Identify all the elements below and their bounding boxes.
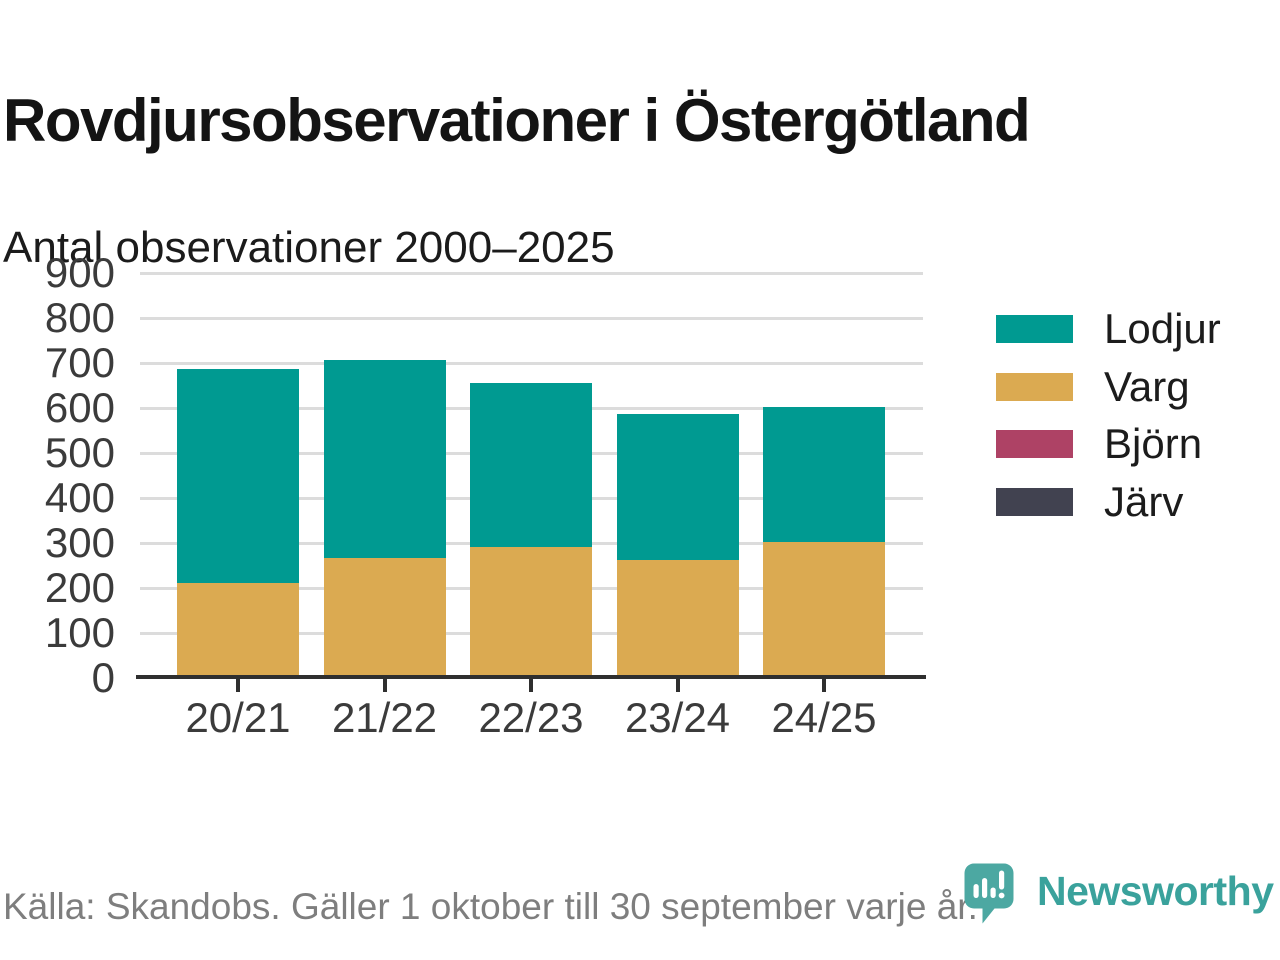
legend-swatch-varg [996, 372, 1073, 401]
legend-swatch-bj-rn [996, 430, 1073, 459]
newsworthy-speech-bubble-icon [964, 863, 1014, 924]
bar-20-21 [177, 369, 299, 675]
y-axis-tick-label: 100 [44, 609, 115, 656]
bar-24-25 [763, 407, 885, 675]
source-note: Källa: Skandobs. Gäller 1 oktober till 3… [3, 886, 978, 927]
x-axis-tick-label-24-25: 24/25 [771, 694, 877, 741]
y-axis-tick-label: 200 [44, 564, 115, 611]
y-axis-tick-label: 800 [44, 294, 115, 341]
legend-swatch-lodjur [996, 315, 1073, 343]
bar-segment-lodjur-24-25 [763, 407, 885, 542]
legend-item-j-rv: Järv [996, 481, 1183, 523]
gridline-900 [140, 271, 923, 275]
bar-segment-lodjur-20-21 [177, 369, 299, 583]
chart-subtitle: Antal observationer 2000–2025 [3, 222, 615, 272]
x-axis-tick [529, 679, 533, 692]
y-axis-tick-label: 500 [44, 429, 115, 476]
bar-segment-varg-23-24 [616, 560, 739, 675]
y-axis-tick-label: 0 [91, 654, 115, 701]
y-axis-tick-label: 400 [44, 474, 115, 521]
bar-segment-lodjur-21-22 [323, 360, 446, 558]
bar-segment-lodjur-22-23 [470, 383, 592, 547]
y-axis-tick-label: 600 [44, 384, 115, 431]
bar-segment-varg-24-25 [763, 542, 885, 675]
legend-label-varg: Varg [1104, 362, 1190, 410]
gridline-700 [140, 361, 923, 365]
legend-label-lodjur: Lodjur [1104, 305, 1221, 352]
bar-segment-varg-22-23 [470, 547, 592, 675]
legend-swatch-j-rv [996, 488, 1073, 517]
bar-segment-varg-20-21 [177, 583, 299, 675]
bar-22-23 [470, 383, 592, 675]
x-axis-tick [236, 679, 240, 692]
legend-item-lodjur: Lodjur [996, 308, 1221, 350]
y-axis-tick-label: 300 [44, 519, 115, 566]
gridline-800 [140, 316, 923, 320]
brand-logo: Newsworthy [963, 862, 1274, 926]
bar-segment-lodjur-23-24 [616, 414, 739, 560]
bar-21-22 [323, 360, 446, 675]
brand-wordmark: Newsworthy [1037, 868, 1274, 914]
x-axis-tick-label-21-22: 21/22 [331, 694, 438, 741]
legend-label-j-rv: Järv [1104, 478, 1184, 526]
x-axis-line [136, 675, 926, 679]
legend-label-bj-rn: Björn [1104, 420, 1203, 468]
x-axis-tick [675, 679, 680, 692]
chart-title: Rovdjursobservationer i Östergötland [3, 87, 1031, 155]
x-axis-tick-label-23-24: 23/24 [624, 694, 731, 741]
bar-23-24 [616, 414, 739, 675]
x-axis-tick [822, 679, 826, 692]
x-axis-tick-label-22-23: 22/23 [478, 694, 584, 741]
bar-segment-varg-21-22 [323, 558, 446, 675]
y-axis-tick-label: 900 [44, 249, 115, 296]
x-axis-tick-label-20-21: 20/21 [185, 694, 291, 741]
x-axis-tick [382, 679, 387, 692]
legend-item-varg: Varg [996, 362, 1190, 410]
legend-item-bj-rn: Björn [996, 423, 1202, 465]
y-axis-tick-label: 700 [44, 339, 115, 386]
